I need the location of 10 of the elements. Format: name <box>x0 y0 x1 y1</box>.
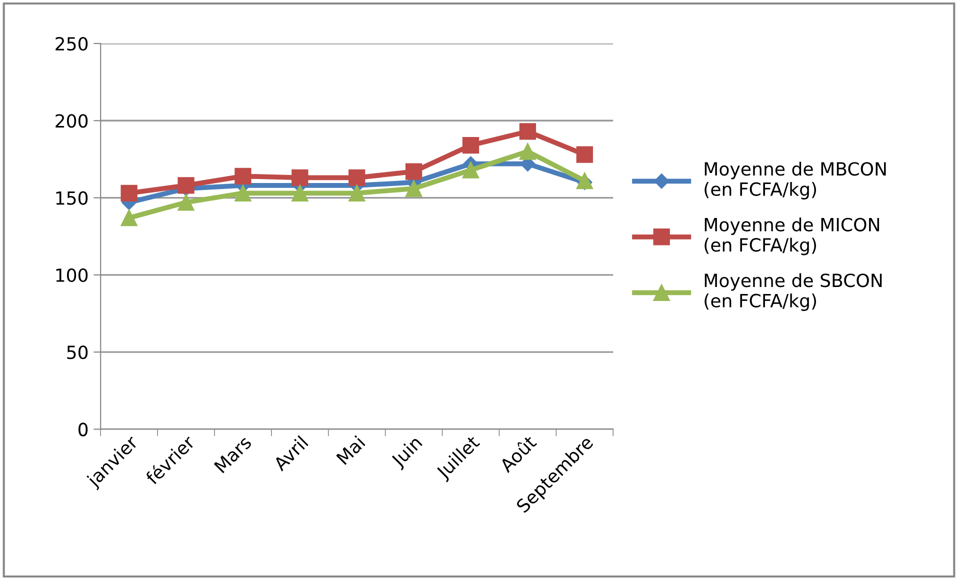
legend-label: Moyenne de SBCON (en FCFA/kg) <box>704 273 882 311</box>
y-tick-label: 150 <box>56 191 88 205</box>
legend-label: Moyenne de MBCON (en FCFA/kg) <box>704 162 886 200</box>
y-tick-label: 250 <box>56 36 88 51</box>
x-tick-label: Mai <box>336 435 366 466</box>
y-tick-label: 50 <box>67 346 88 360</box>
y-tick-label: 0 <box>78 422 88 436</box>
y-tick-label: 200 <box>56 114 88 128</box>
legend-label: Moyenne de MICON (en FCFA/kg) <box>704 218 880 256</box>
y-tick-label: 100 <box>56 268 88 282</box>
